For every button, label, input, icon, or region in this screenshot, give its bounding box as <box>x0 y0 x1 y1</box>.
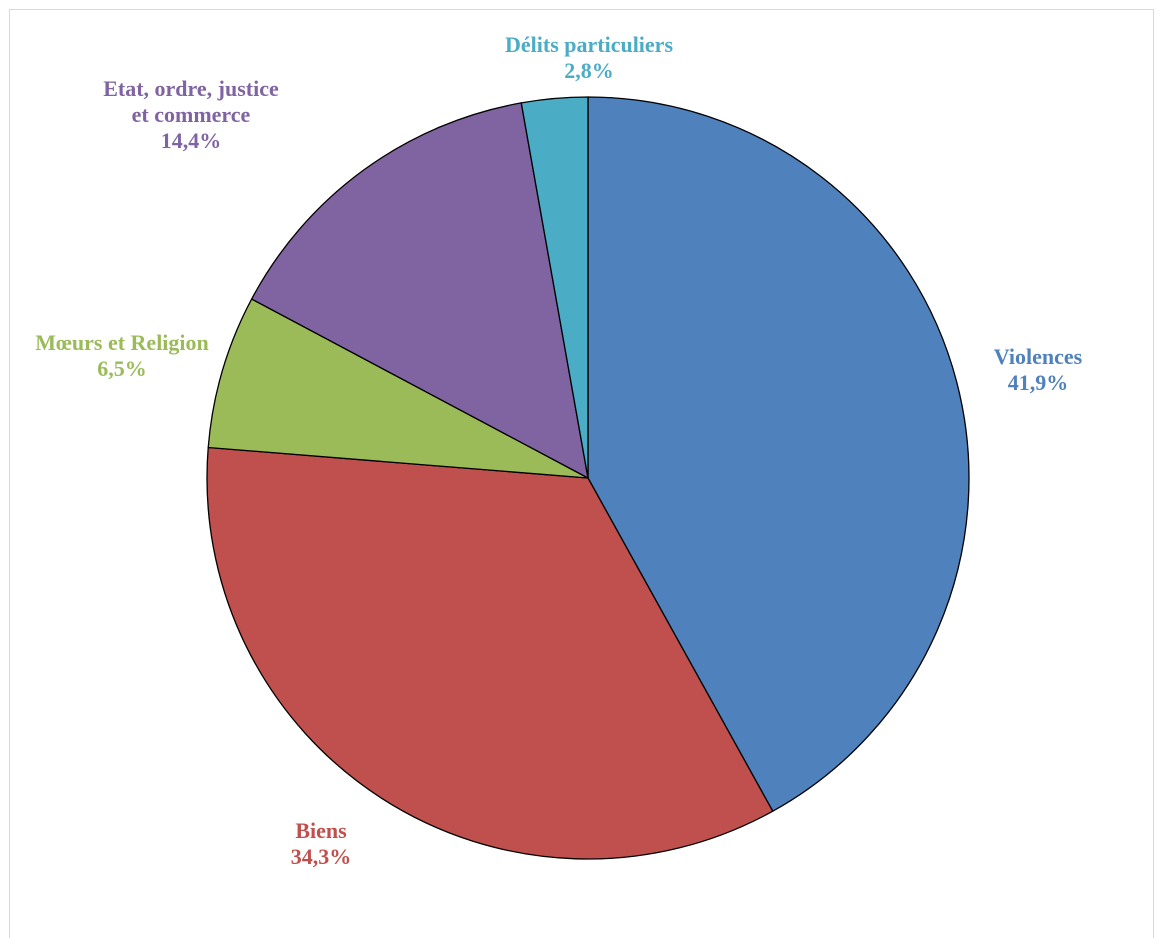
slice-percent-label: 14,4% <box>161 128 222 153</box>
pie-slice-5 <box>520 96 589 479</box>
slice-percent-label: 2,8% <box>564 58 614 83</box>
pie-slice-4 <box>251 102 589 479</box>
slice-category-label: Biens <box>295 818 347 843</box>
pie-slice-3 <box>207 298 589 479</box>
slice-category-label: Délits particuliers <box>505 32 673 57</box>
pie-slices <box>206 96 970 860</box>
pie-slice-2 <box>206 446 774 860</box>
slice-percent-label: 6,5% <box>97 356 147 381</box>
slice-category-label: Violences <box>994 344 1083 369</box>
slice-percent-label: 41,9% <box>1008 370 1069 395</box>
slice-percent-label: 34,3% <box>291 844 352 869</box>
slice-category-label: Mœurs et Religion <box>35 330 209 355</box>
slice-category-label: et commerce <box>132 102 251 127</box>
pie-slice-1 <box>587 96 970 812</box>
slice-category-label: Etat, ordre, justice <box>103 76 279 101</box>
